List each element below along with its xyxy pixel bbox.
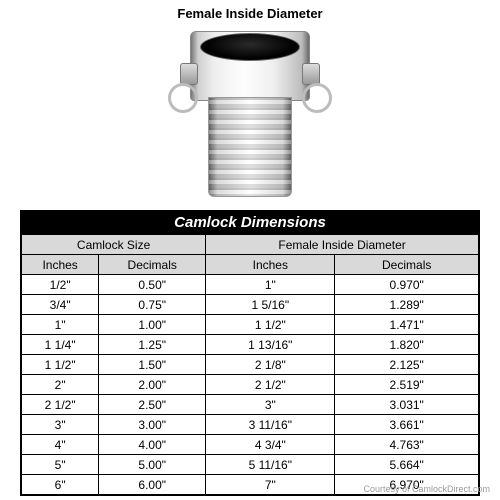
table-row: 5"5.00"5 11/16"5.664" — [22, 455, 479, 475]
table-cell: 0.970" — [335, 275, 479, 295]
table-cell: 1.820" — [335, 335, 479, 355]
group-header-fid: Female Inside Diameter — [206, 235, 479, 255]
table-cell: 3 11/16" — [206, 415, 335, 435]
subhead-inches-2: Inches — [206, 255, 335, 275]
table-row: 1/2"0.50"1"0.970" — [22, 275, 479, 295]
table-cell: 5.664" — [335, 455, 479, 475]
table-cell: 3" — [22, 415, 99, 435]
table-cell: 1 1/2" — [206, 315, 335, 335]
table-cell: 3.00" — [99, 415, 206, 435]
table-cell: 1.50" — [99, 355, 206, 375]
table-cell: 5 11/16" — [206, 455, 335, 475]
table-body: Camlock Size Female Inside Diameter Inch… — [21, 234, 479, 495]
dimensions-table: Camlock Dimensions Camlock Size Female I… — [20, 210, 480, 496]
table-row: 2 1/2"2.50"3"3.031" — [22, 395, 479, 415]
table-cell: 3.031" — [335, 395, 479, 415]
table-cell: 4 3/4" — [206, 435, 335, 455]
table-cell: 2.00" — [99, 375, 206, 395]
table-cell: 1.289" — [335, 295, 479, 315]
hose-shank — [208, 97, 292, 197]
table-cell: 0.75" — [99, 295, 206, 315]
table-cell: 1.25" — [99, 335, 206, 355]
subhead-decimals-1: Decimals — [99, 255, 206, 275]
table-cell: 1.471" — [335, 315, 479, 335]
pull-ring-left — [168, 83, 198, 113]
table-cell: 4.00" — [99, 435, 206, 455]
cam-arm-left — [180, 63, 198, 85]
table-sub-header-row: Inches Decimals Inches Decimals — [22, 255, 479, 275]
fitting-illustration — [170, 23, 330, 203]
table-cell: 2 1/2" — [206, 375, 335, 395]
table-cell: 5" — [22, 455, 99, 475]
table-cell: 2 1/2" — [22, 395, 99, 415]
table-row: 3"3.00"3 11/16"3.661" — [22, 415, 479, 435]
table-title: Camlock Dimensions — [21, 211, 479, 234]
table-row: 1"1.00"1 1/2"1.471" — [22, 315, 479, 335]
table-cell: 1" — [206, 275, 335, 295]
table-cell: 1/2" — [22, 275, 99, 295]
table-cell: 3.661" — [335, 415, 479, 435]
table-cell: 3/4" — [22, 295, 99, 315]
table-cell: 1.00" — [99, 315, 206, 335]
coupler-bore — [200, 33, 300, 61]
table-cell: 0.50" — [99, 275, 206, 295]
group-header-size: Camlock Size — [22, 235, 206, 255]
table-row: 4"4.00"4 3/4"4.763" — [22, 435, 479, 455]
table-cell: 4" — [22, 435, 99, 455]
table-cell: 2" — [22, 375, 99, 395]
table-cell: 2.519" — [335, 375, 479, 395]
table-rows: 1/2"0.50"1"0.970"3/4"0.75"1 5/16"1.289"1… — [22, 275, 479, 495]
table-cell: 2 1/8" — [206, 355, 335, 375]
table-row: 1 1/4"1.25"1 13/16"1.820" — [22, 335, 479, 355]
table-row: 1 1/2"1.50"2 1/8"2.125" — [22, 355, 479, 375]
table-cell: 6" — [22, 475, 99, 495]
table-cell: 4.763" — [335, 435, 479, 455]
diagram-label: Female Inside Diameter — [177, 6, 322, 21]
table-group-header-row: Camlock Size Female Inside Diameter — [22, 235, 479, 255]
cam-arm-right — [302, 63, 320, 85]
table-cell: 2.50" — [99, 395, 206, 415]
table-row: 2"2.00"2 1/2"2.519" — [22, 375, 479, 395]
credit-text: Courtesy of CamlockDirect.com — [363, 484, 490, 494]
table-cell: 7" — [206, 475, 335, 495]
subhead-inches-1: Inches — [22, 255, 99, 275]
table-cell: 1" — [22, 315, 99, 335]
table-cell: 1 1/4" — [22, 335, 99, 355]
table-cell: 1 13/16" — [206, 335, 335, 355]
pull-ring-right — [302, 83, 332, 113]
table-cell: 1 5/16" — [206, 295, 335, 315]
table-cell: 5.00" — [99, 455, 206, 475]
table-cell: 2.125" — [335, 355, 479, 375]
diagram-area: Female Inside Diameter — [0, 0, 500, 210]
table-cell: 1 1/2" — [22, 355, 99, 375]
table-row: 3/4"0.75"1 5/16"1.289" — [22, 295, 479, 315]
table-cell: 3" — [206, 395, 335, 415]
table-cell: 6.00" — [99, 475, 206, 495]
subhead-decimals-2: Decimals — [335, 255, 479, 275]
